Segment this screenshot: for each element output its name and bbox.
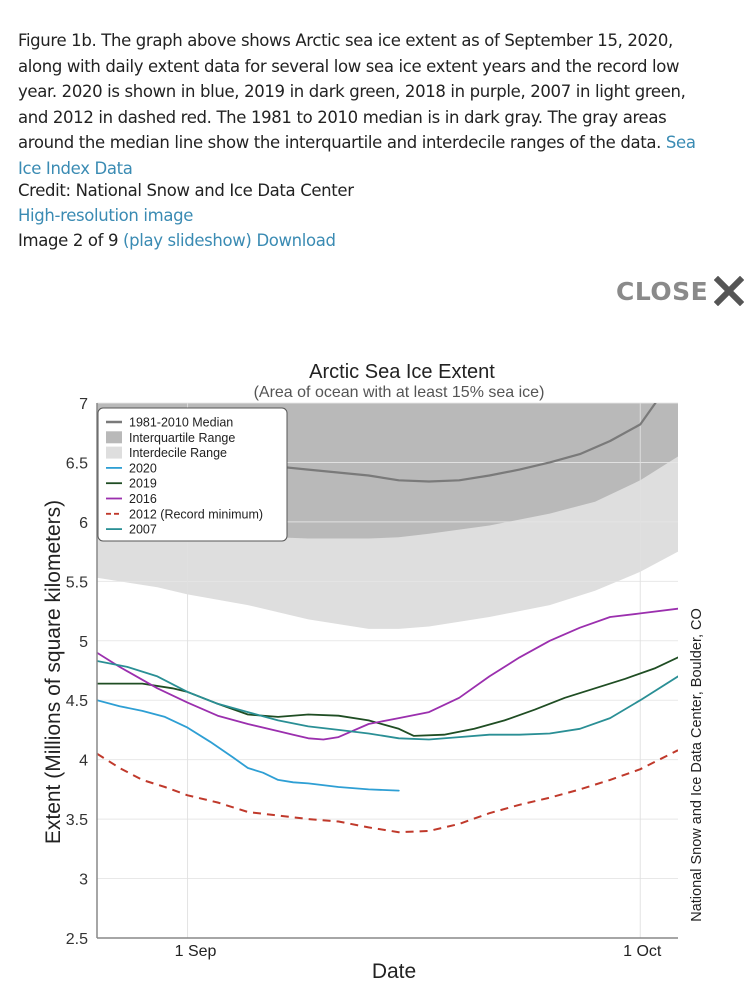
legend-label: 2007: [129, 523, 157, 537]
download-link[interactable]: Download: [256, 231, 336, 250]
y-axis-label: Extent (Millions of square kilometers): [42, 500, 65, 844]
y-tick-label: 3: [79, 872, 88, 889]
chart-title: Arctic Sea Ice Extent: [309, 361, 495, 383]
series-line-2012: [97, 749, 678, 834]
y-tick-label: 4.5: [66, 693, 88, 710]
legend-label: 2016: [129, 492, 157, 506]
y-tick-label: 6.5: [66, 455, 88, 472]
series-line-2016: [97, 607, 678, 741]
close-icon: [714, 276, 744, 306]
y-tick-label: 4: [79, 753, 88, 770]
credit-block: Credit: National Snow and Ice Data Cente…: [18, 178, 354, 253]
side-credit: National Snow and Ice Data Center, Bould…: [689, 608, 705, 922]
play-slideshow-link[interactable]: (play slideshow): [123, 231, 252, 250]
y-tick-label: 6: [79, 515, 88, 532]
y-tick-label: 5: [79, 634, 88, 651]
credit-text: Credit: National Snow and Ice Data Cente…: [18, 181, 354, 200]
x-axis-label: Date: [372, 960, 416, 983]
close-button[interactable]: CLOSE: [616, 276, 744, 306]
close-label: CLOSE: [616, 276, 709, 306]
legend-label: Interdecile Range: [129, 446, 227, 460]
legend-label: 2019: [129, 477, 157, 491]
series-line-2007: [97, 660, 678, 741]
x-tick-label: 1 Sep: [175, 943, 217, 960]
image-counter: Image 2 of 9: [18, 231, 119, 250]
y-tick-label: 7: [79, 396, 88, 413]
legend-swatch: [106, 431, 122, 444]
caption-text: Figure 1b. The graph above shows Arctic …: [18, 31, 686, 152]
high-resolution-image-link[interactable]: High-resolution image: [18, 206, 194, 225]
y-tick-label: 5.5: [66, 574, 88, 591]
x-tick-label: 1 Oct: [623, 943, 662, 960]
y-tick-label: 3.5: [66, 812, 88, 829]
sea-ice-extent-chart: Arctic Sea Ice Extent (Area of ocean wit…: [42, 361, 705, 983]
legend-label: 1981-2010 Median: [129, 416, 233, 430]
legend-label: 2012 (Record minimum): [129, 507, 263, 521]
series-layer: [97, 403, 678, 834]
axes-layer: 2.5 3 3.5 4 4.5 5 5.5 6 6.5 7 1 Sep 1 Oct: [66, 396, 678, 960]
y-tick-label: 2.5: [66, 931, 88, 948]
legend-label: 2020: [129, 461, 157, 475]
legend-box: [97, 407, 288, 542]
chart-subtitle: (Area of ocean with at least 15% sea ice…: [254, 384, 545, 401]
legend-swatch: [106, 446, 122, 459]
series-line-2020: [97, 699, 400, 792]
legend-label: Interquartile Range: [129, 431, 235, 445]
figure-caption: Figure 1b. The graph above shows Arctic …: [18, 28, 718, 181]
grid-layer: [97, 402, 678, 938]
sea-ice-index-data-link[interactable]: Sea Ice Index Data: [18, 133, 696, 178]
